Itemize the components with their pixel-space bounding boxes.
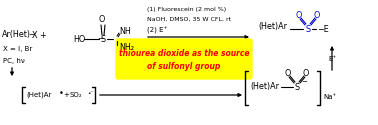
Text: −: −	[97, 34, 103, 43]
Text: X = I, Br: X = I, Br	[3, 46, 32, 52]
Text: Ar(Het): Ar(Het)	[2, 30, 31, 40]
Text: (Het)Ar: (Het)Ar	[258, 22, 287, 32]
FancyBboxPatch shape	[116, 39, 252, 79]
Text: of sulfonyl group: of sulfonyl group	[147, 62, 221, 71]
Text: −: −	[301, 79, 307, 85]
Text: O: O	[285, 68, 291, 78]
Text: S: S	[305, 24, 311, 34]
Text: Na⁺: Na⁺	[323, 94, 336, 100]
Text: SO₂: SO₂	[70, 92, 83, 98]
Text: NH: NH	[119, 28, 131, 36]
Text: •⁻: •⁻	[87, 90, 94, 96]
Text: O: O	[296, 10, 302, 20]
Text: (Het)Ar: (Het)Ar	[26, 92, 51, 98]
Text: NH₂: NH₂	[119, 42, 134, 51]
Text: (Het)Ar: (Het)Ar	[250, 82, 279, 92]
Text: O: O	[314, 10, 320, 20]
Text: +: +	[63, 92, 69, 98]
Text: (1) Fluorescein (2 mol %): (1) Fluorescein (2 mol %)	[147, 8, 226, 12]
Text: O: O	[99, 16, 105, 24]
Text: S: S	[101, 34, 105, 43]
Text: NaOH, DMSO, 35 W CFL, rt: NaOH, DMSO, 35 W CFL, rt	[147, 16, 231, 21]
Text: X +: X +	[32, 30, 46, 40]
Text: −: −	[28, 30, 35, 40]
Text: •: •	[59, 88, 64, 98]
Text: S: S	[294, 82, 299, 92]
Text: PC, hν: PC, hν	[3, 58, 25, 64]
Text: (2) E⁺: (2) E⁺	[147, 26, 167, 34]
Text: −E: −E	[317, 24, 329, 34]
Text: HO: HO	[73, 34, 85, 43]
Text: thiourea dioxide as the source: thiourea dioxide as the source	[119, 49, 249, 58]
Text: E⁺: E⁺	[328, 56, 336, 62]
Text: O: O	[303, 68, 309, 78]
